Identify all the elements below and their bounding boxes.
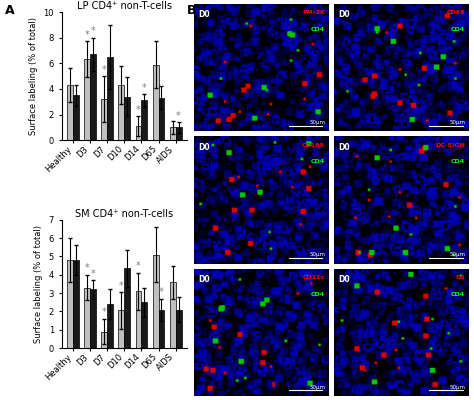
Text: D0: D0	[199, 10, 210, 19]
Bar	[153, 64, 158, 140]
Bar	[108, 57, 113, 140]
Title: SM CD4⁺ non-T-cells: SM CD4⁺ non-T-cells	[75, 209, 173, 219]
Bar	[67, 260, 73, 348]
Text: D0: D0	[199, 275, 210, 284]
Bar	[118, 310, 124, 348]
Text: *: *	[102, 65, 107, 75]
Text: *: *	[119, 281, 124, 291]
Y-axis label: Surface labeling (% of total): Surface labeling (% of total)	[29, 17, 38, 135]
Text: 50μm: 50μm	[309, 252, 325, 257]
Text: CD4: CD4	[451, 159, 465, 164]
Text: 50μm: 50μm	[449, 120, 465, 125]
Text: *: *	[91, 269, 96, 279]
Text: B: B	[187, 4, 197, 17]
Bar	[91, 54, 96, 140]
Bar	[136, 291, 141, 348]
Text: D0: D0	[338, 275, 350, 284]
Bar	[141, 100, 147, 140]
Title: LP CD4⁺ non-T-cells: LP CD4⁺ non-T-cells	[77, 1, 172, 11]
Bar	[73, 260, 79, 348]
Text: *: *	[91, 26, 96, 36]
Bar	[73, 95, 79, 140]
Bar	[91, 289, 96, 348]
Bar	[67, 85, 73, 140]
Text: CD4: CD4	[311, 292, 325, 297]
Bar	[153, 254, 158, 348]
Text: CD11c: CD11c	[303, 275, 325, 280]
Text: *: *	[102, 307, 107, 317]
Text: CD4: CD4	[311, 27, 325, 32]
Text: D5: D5	[456, 275, 465, 280]
Text: A: A	[5, 4, 14, 17]
Bar	[84, 288, 91, 348]
Bar	[175, 310, 182, 348]
Bar	[175, 128, 182, 140]
Bar	[101, 332, 108, 348]
Bar	[124, 97, 130, 140]
Bar	[84, 60, 91, 140]
Text: *: *	[136, 262, 141, 272]
Text: 50μm: 50μm	[449, 385, 465, 390]
Text: DC-SIGN: DC-SIGN	[435, 143, 465, 148]
Bar	[108, 304, 113, 348]
Text: *: *	[159, 287, 164, 297]
Text: CD169: CD169	[302, 143, 325, 148]
Bar	[170, 128, 175, 140]
Text: *: *	[85, 30, 90, 40]
Bar	[158, 310, 164, 348]
Text: *: *	[176, 111, 181, 121]
Text: *: *	[142, 83, 147, 93]
Text: D0: D0	[338, 10, 350, 19]
Text: *: *	[136, 104, 141, 114]
Text: CD4: CD4	[451, 292, 465, 297]
Bar	[141, 302, 147, 348]
Text: 50μm: 50μm	[449, 252, 465, 257]
Text: 50μm: 50μm	[309, 120, 325, 125]
Bar	[136, 126, 141, 140]
Bar	[158, 98, 164, 140]
Bar	[118, 85, 124, 140]
Text: D0: D0	[338, 143, 350, 152]
Bar	[101, 99, 108, 140]
Text: PM-2K: PM-2K	[302, 10, 325, 15]
Text: D0: D0	[199, 143, 210, 152]
Bar	[170, 282, 175, 348]
Text: CD4: CD4	[451, 27, 465, 32]
Text: *: *	[85, 263, 90, 273]
Text: 50μm: 50μm	[309, 385, 325, 390]
Text: CD68: CD68	[447, 10, 465, 15]
Bar	[124, 268, 130, 348]
Y-axis label: Surface labeling (% of total): Surface labeling (% of total)	[34, 225, 43, 343]
Text: CD4: CD4	[311, 159, 325, 164]
